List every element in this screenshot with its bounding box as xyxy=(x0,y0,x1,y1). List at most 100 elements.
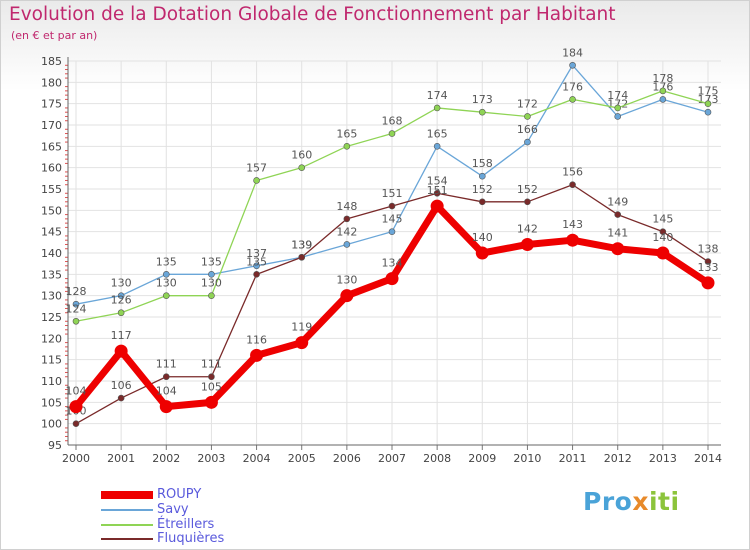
data-label-fluquieres: 111 xyxy=(156,358,177,371)
data-label-fluquieres: 149 xyxy=(607,196,628,209)
data-point-fluquieres xyxy=(298,253,306,261)
legend-label-fluquieres: Fluquières xyxy=(157,531,225,546)
y-tick-label: 110 xyxy=(41,375,62,388)
data-label-roupy: 104 xyxy=(66,385,87,398)
x-tick-label: 2012 xyxy=(604,452,632,465)
data-point-roupy xyxy=(159,400,173,414)
data-label-fluquieres: 135 xyxy=(246,255,267,268)
data-label-fluquieres: 152 xyxy=(472,183,493,196)
data-point-fluquieres xyxy=(388,202,396,210)
data-label-fluquieres: 148 xyxy=(336,200,357,213)
x-tick-label: 2009 xyxy=(468,452,496,465)
legend-swatch-roupy xyxy=(101,491,153,499)
data-label-savy: 173 xyxy=(698,93,719,106)
data-point-savy xyxy=(659,96,667,103)
data-point-fluquieres xyxy=(433,189,441,197)
data-label-savy: 142 xyxy=(336,225,357,238)
data-point-etreillers xyxy=(614,104,622,112)
y-tick-label: 135 xyxy=(41,268,62,281)
legend-swatch-fluquieres xyxy=(101,538,153,540)
data-point-roupy xyxy=(69,400,83,414)
data-label-savy: 176 xyxy=(652,80,673,93)
data-point-roupy xyxy=(114,344,128,358)
data-point-roupy xyxy=(430,199,444,213)
x-tick-label: 2001 xyxy=(107,452,135,465)
data-label-roupy: 133 xyxy=(698,261,719,274)
data-label-etreillers: 157 xyxy=(246,161,267,174)
legend-item-savy: Savy xyxy=(101,502,261,517)
y-tick-label: 145 xyxy=(41,226,62,239)
data-point-savy xyxy=(117,292,125,299)
legend-swatch-savy xyxy=(101,509,153,511)
x-tick-label: 2007 xyxy=(378,452,406,465)
data-point-fluquieres xyxy=(162,373,170,381)
data-point-savy xyxy=(388,228,396,235)
data-point-etreillers xyxy=(208,292,215,299)
x-tick-label: 2003 xyxy=(197,452,225,465)
x-tick-label: 2008 xyxy=(423,452,451,465)
y-tick-label: 160 xyxy=(41,162,62,175)
y-tick-label: 140 xyxy=(41,247,62,260)
chart-subtitle: (en € et par an) xyxy=(11,29,98,42)
data-point-fluquieres xyxy=(659,228,667,235)
y-tick-label: 165 xyxy=(41,140,62,153)
y-tick-label: 180 xyxy=(41,76,62,89)
data-label-savy: 165 xyxy=(427,127,448,140)
data-label-roupy: 143 xyxy=(562,218,583,231)
data-label-savy: 139 xyxy=(291,238,312,251)
legend-item-fluquieres: Fluquières xyxy=(101,531,261,546)
x-tick-label: 2004 xyxy=(243,452,271,465)
y-tick-label: 150 xyxy=(41,204,62,217)
data-point-roupy xyxy=(656,246,670,260)
y-tick-label: 100 xyxy=(41,418,62,431)
y-tick-label: 185 xyxy=(41,55,62,68)
data-point-savy xyxy=(569,61,576,69)
data-point-savy xyxy=(162,271,170,278)
y-tick-label: 155 xyxy=(41,183,62,196)
data-label-roupy: 119 xyxy=(291,321,312,334)
data-label-etreillers: 174 xyxy=(427,89,448,102)
legend-item-roupy: ROUPY xyxy=(101,487,261,502)
data-point-etreillers xyxy=(253,177,260,184)
proxiti-logo: Proxiti xyxy=(583,487,680,516)
data-label-etreillers: 168 xyxy=(382,115,403,128)
data-point-fluquieres xyxy=(253,271,260,278)
y-tick-label: 130 xyxy=(41,290,62,303)
y-tick-label: 175 xyxy=(41,98,62,111)
data-label-roupy: 142 xyxy=(517,222,538,235)
data-label-etreillers: 126 xyxy=(111,294,132,307)
data-point-etreillers xyxy=(478,108,486,116)
data-label-fluquieres: 151 xyxy=(382,187,403,200)
data-point-etreillers xyxy=(433,104,441,112)
data-point-etreillers xyxy=(388,130,396,137)
data-point-roupy xyxy=(475,246,489,260)
data-label-fluquieres: 139 xyxy=(291,238,312,251)
data-label-savy: 166 xyxy=(517,123,538,136)
data-point-savy xyxy=(704,108,712,116)
data-label-etreillers: 160 xyxy=(291,149,312,162)
data-label-savy: 158 xyxy=(472,157,493,170)
data-point-savy xyxy=(253,262,260,270)
chart-title: Evolution de la Dotation Globale de Fonc… xyxy=(9,4,616,25)
legend-swatch-etreillers xyxy=(101,524,153,526)
data-label-savy: 184 xyxy=(562,46,583,59)
y-tick-label: 105 xyxy=(41,396,62,409)
data-point-savy xyxy=(72,300,80,308)
data-label-fluquieres: 156 xyxy=(562,166,583,179)
data-label-roupy: 140 xyxy=(652,231,673,244)
data-label-etreillers: 175 xyxy=(698,85,719,98)
data-point-etreillers xyxy=(162,292,170,299)
data-label-etreillers: 165 xyxy=(336,127,357,140)
data-point-savy xyxy=(614,113,622,120)
data-point-savy xyxy=(524,138,531,146)
data-point-fluquieres xyxy=(208,373,215,381)
data-label-fluquieres: 145 xyxy=(652,213,673,226)
y-tick-label: 120 xyxy=(41,332,62,345)
data-point-fluquieres xyxy=(478,198,486,206)
data-point-savy xyxy=(478,172,486,180)
data-label-roupy: 140 xyxy=(472,231,493,244)
data-label-etreillers: 176 xyxy=(562,80,583,93)
x-tick-label: 2010 xyxy=(513,452,541,465)
